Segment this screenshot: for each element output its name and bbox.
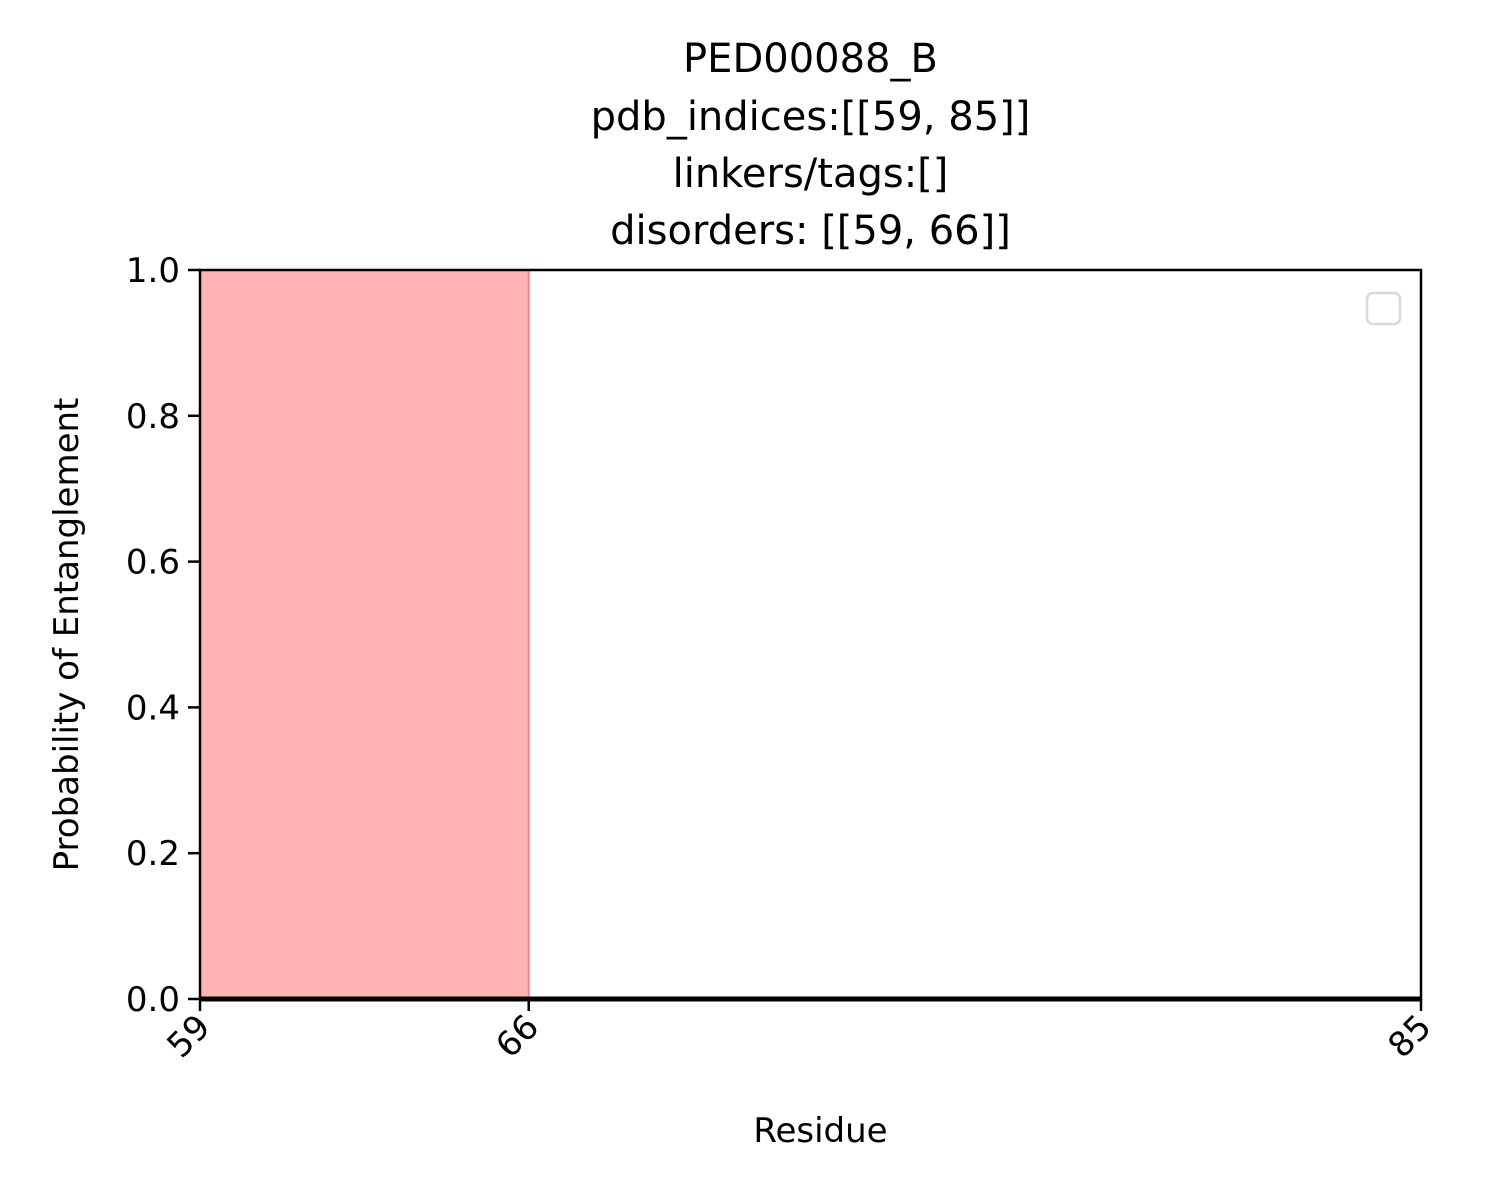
title-line-2: linkers/tags:[] (673, 151, 949, 197)
shaded-regions (200, 270, 530, 999)
plot-frame (198, 268, 1423, 1001)
y-tick-label-0: 0.0 (126, 980, 180, 1020)
disorder-region-0 (200, 270, 529, 999)
y-axis-ticks: 0.0 0.2 0.4 0.6 0.8 1.0 (126, 251, 200, 1020)
title-line-1: pdb_indices:[[59, 85]] (591, 94, 1031, 140)
chart-title: PED00088_B pdb_indices:[[59, 85]] linkers/… (591, 36, 1031, 254)
x-tick-label-1: 66 (488, 1007, 547, 1066)
y-tick-label-5: 1.0 (126, 251, 180, 291)
y-tick-label-4: 0.8 (126, 397, 180, 437)
legend-box (1365, 291, 1402, 326)
y-axis-label: Probability of Entanglement (47, 398, 87, 872)
x-tick-label-2: 85 (1380, 1007, 1439, 1066)
y-tick-label-2: 0.4 (126, 688, 180, 728)
x-axis-label: Residue (753, 1111, 887, 1151)
y-tick-label-1: 0.2 (126, 834, 180, 874)
title-line-0: PED00088_B (683, 36, 938, 82)
x-axis-ticks: 59 66 85 (159, 999, 1439, 1066)
title-line-3: disorders: [[59, 66]] (610, 208, 1011, 254)
y-tick-label-3: 0.6 (126, 543, 180, 583)
